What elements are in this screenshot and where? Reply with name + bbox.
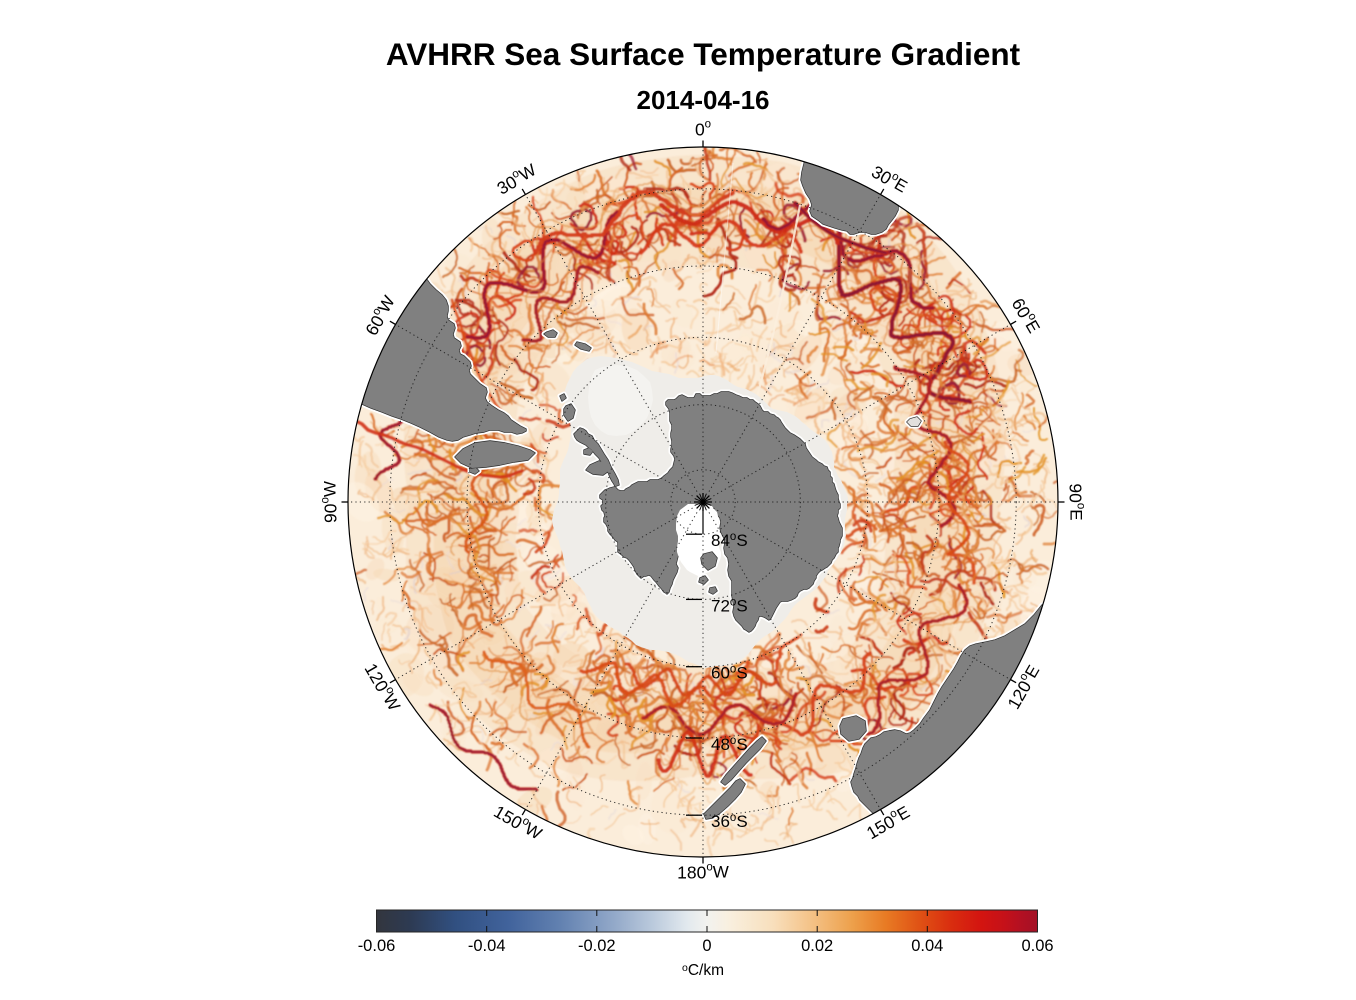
svg-text:36oS: 36oS	[711, 812, 748, 831]
svg-text:0.02: 0.02	[801, 937, 833, 955]
svg-text:180oW: 180oW	[677, 862, 729, 883]
svg-text:-0.04: -0.04	[468, 937, 506, 955]
svg-text:60oS: 60oS	[711, 664, 748, 683]
svg-text:90oW: 90oW	[320, 481, 341, 523]
svg-text:0: 0	[702, 937, 711, 955]
svg-text:0.06: 0.06	[1021, 937, 1053, 955]
svg-text:2014-04-16: 2014-04-16	[637, 85, 770, 115]
svg-text:AVHRR Sea Surface Temperature: AVHRR Sea Surface Temperature Gradient	[386, 36, 1021, 72]
svg-text:oC/km: oC/km	[682, 962, 724, 979]
svg-text:0o: 0o	[695, 119, 711, 140]
svg-text:90oE: 90oE	[1066, 483, 1087, 520]
svg-text:72oS: 72oS	[711, 596, 748, 615]
svg-text:0.04: 0.04	[911, 937, 943, 955]
svg-text:48oS: 48oS	[711, 735, 748, 754]
svg-text:-0.02: -0.02	[578, 937, 616, 955]
svg-text:-0.06: -0.06	[358, 937, 396, 955]
svg-text:84oS: 84oS	[711, 531, 748, 550]
